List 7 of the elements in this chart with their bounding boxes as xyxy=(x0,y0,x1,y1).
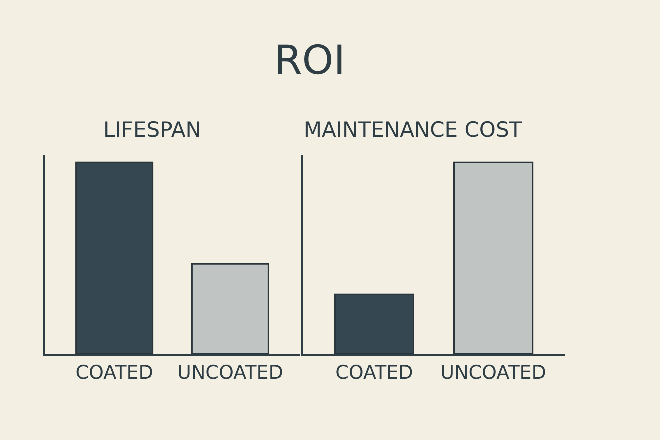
x-tick-label: COATED xyxy=(336,362,414,384)
chart-title: ROI xyxy=(273,38,347,84)
chart-subtitle: MAINTENANCE COST xyxy=(304,118,522,142)
x-tick-label: COATED xyxy=(76,362,154,384)
x-tick-label: UNCOATED xyxy=(440,362,546,384)
x-tick-label: UNCOATED xyxy=(178,362,284,384)
chart-subtitle: LIFESPAN xyxy=(104,118,202,142)
